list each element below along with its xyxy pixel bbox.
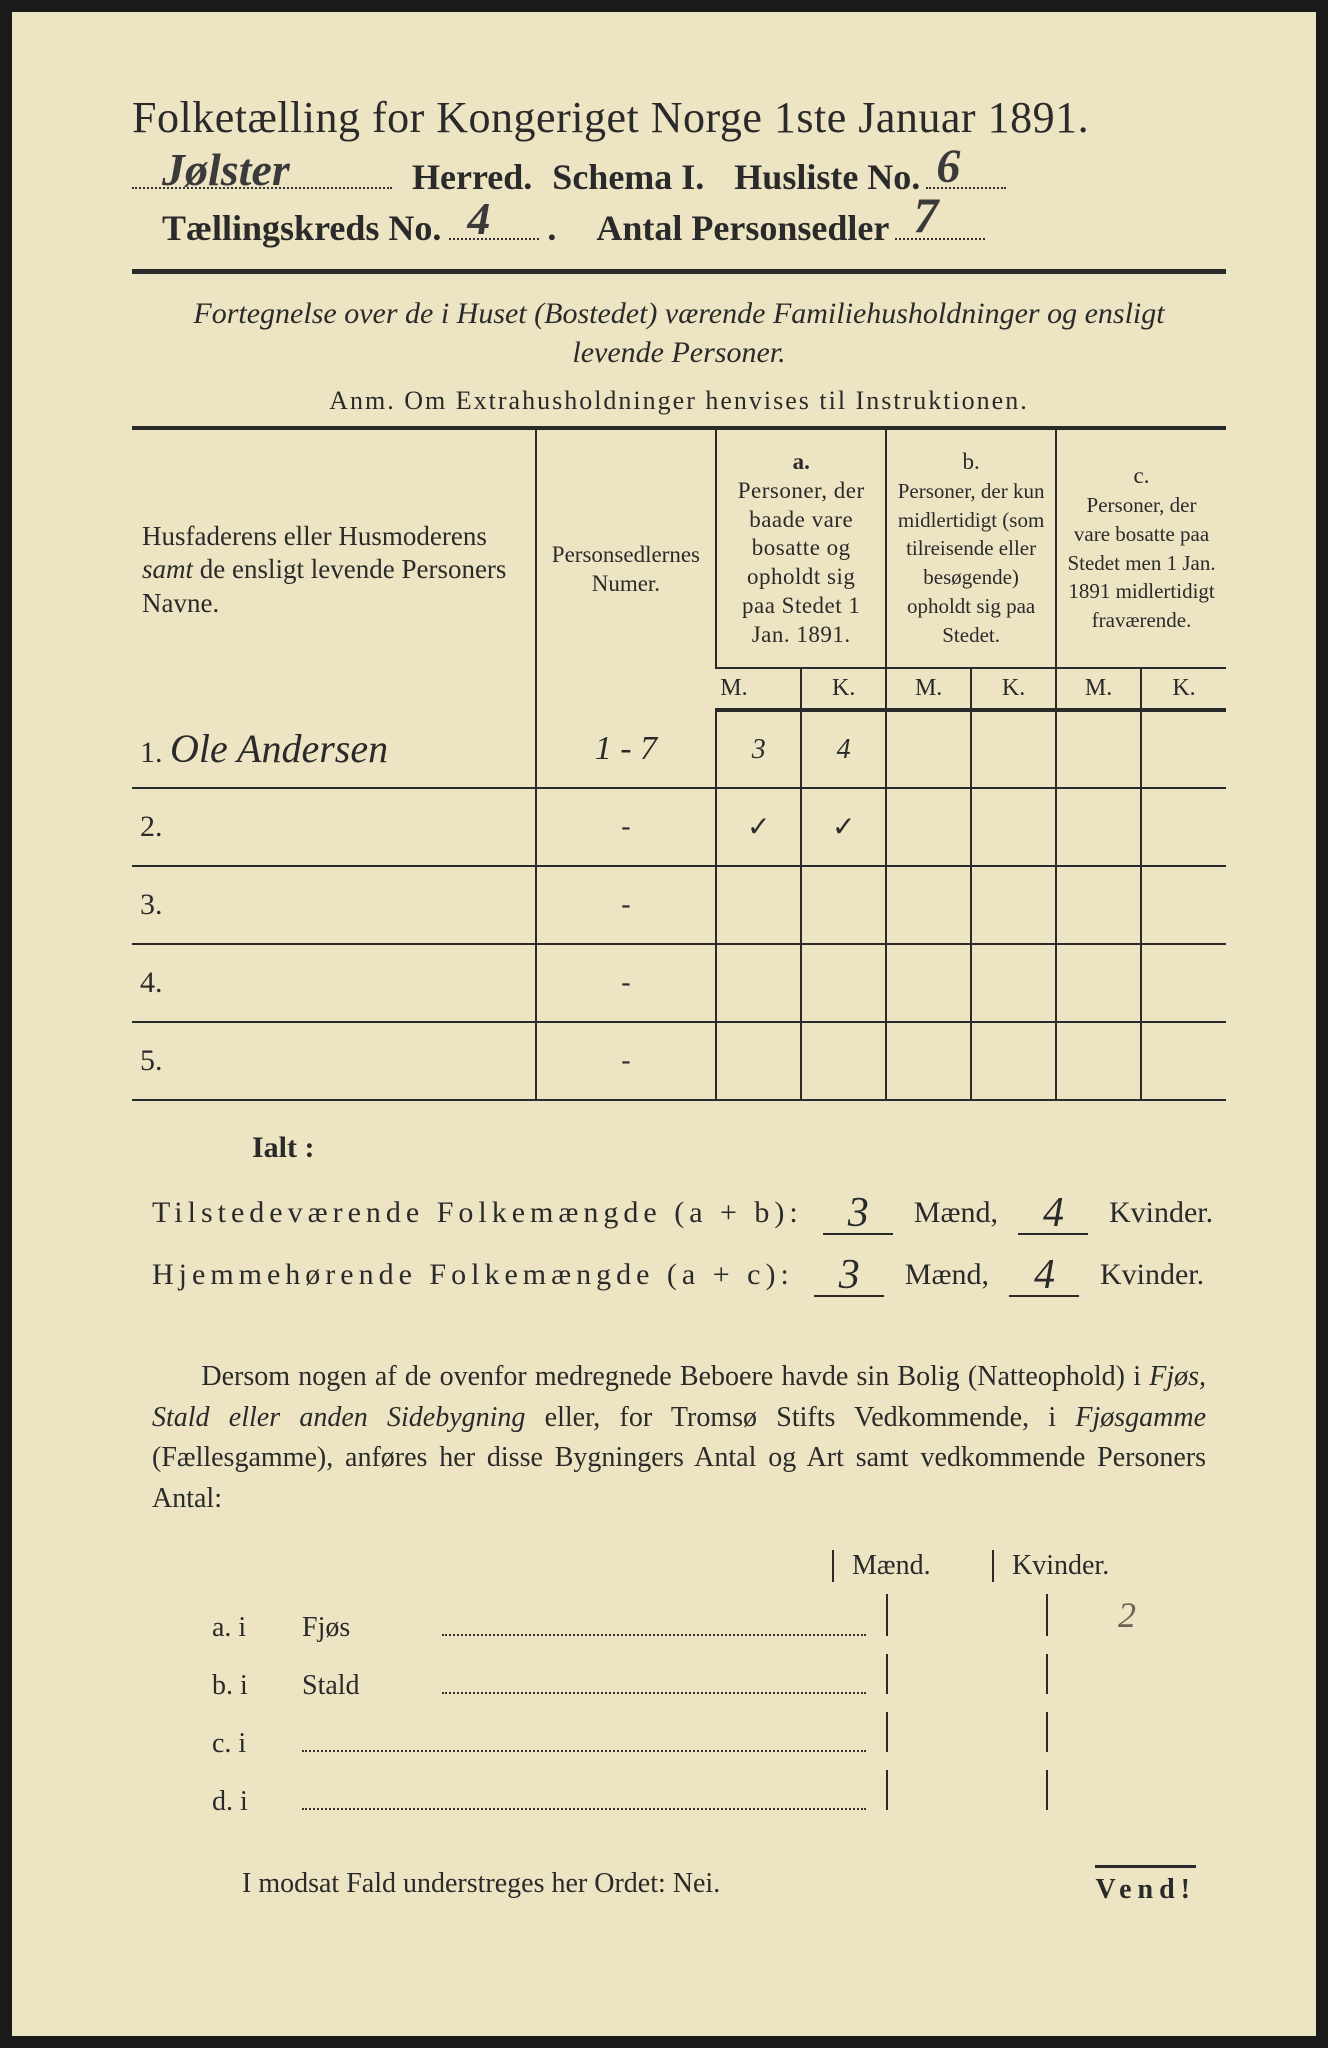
schema-label: Schema I. bbox=[552, 156, 704, 198]
nei-line: I modsat Fald understreges her Ordet: Ne… bbox=[242, 1868, 1226, 1900]
side-building-paragraph: Dersom nogen af de ovenfor medregnede Be… bbox=[152, 1357, 1206, 1519]
side-buildings-table: a. i Fjøs 2 b. i Stald c. i d. i bbox=[212, 1594, 1206, 1818]
side-row: c. i bbox=[212, 1712, 1206, 1760]
side-row: b. i Stald bbox=[212, 1654, 1206, 1702]
herred-value: Jølster bbox=[162, 143, 290, 196]
mk-label: M. bbox=[1056, 668, 1141, 710]
mk-label: M. bbox=[886, 668, 971, 710]
page-title: Folketælling for Kongeriget Norge 1ste J… bbox=[132, 92, 1226, 143]
divider bbox=[132, 269, 1226, 274]
table-row: 2. - ✓ ✓ bbox=[132, 788, 1226, 866]
kreds-label: Tællingskreds No. bbox=[162, 207, 441, 249]
col-name-header: Husfaderens eller Husmoderens samt de en… bbox=[142, 521, 506, 619]
husliste-value: 6 bbox=[936, 139, 960, 194]
census-page: Folketælling for Kongeriget Norge 1ste J… bbox=[0, 0, 1328, 2048]
antal-value: 7 bbox=[913, 186, 938, 244]
mk-label: M. bbox=[716, 668, 801, 710]
col-a-header: a. Personer, der baade vare bosatte og o… bbox=[716, 428, 886, 668]
mk-label: K. bbox=[1141, 668, 1226, 710]
table-row: 5. - bbox=[132, 1022, 1226, 1100]
vend-label: Vend! bbox=[1095, 1865, 1196, 1906]
side-row: d. i bbox=[212, 1770, 1206, 1818]
header-row-1: Jølster Herred. Schema I. Husliste No. 6 bbox=[132, 153, 1226, 198]
table-row: 4. - bbox=[132, 944, 1226, 1022]
antal-label: Antal Personsedler bbox=[596, 207, 889, 249]
table-row: 3. - bbox=[132, 866, 1226, 944]
side-row: a. i Fjøs 2 bbox=[212, 1594, 1206, 1644]
totals-line-1: Tilstedeværende Folkemængde (a + b): 3 M… bbox=[152, 1185, 1226, 1235]
kreds-value: 4 bbox=[467, 192, 490, 245]
husliste-label: Husliste No. bbox=[734, 156, 920, 198]
col-num-header: Personsedlernes Numer. bbox=[536, 428, 717, 710]
person-name: Ole Andersen bbox=[170, 726, 388, 771]
household-table: Husfaderens eller Husmoderens samt de en… bbox=[132, 426, 1226, 1101]
ialt-label: Ialt : bbox=[252, 1131, 1226, 1165]
anm-note: Anm. Om Extrahusholdninger henvises til … bbox=[132, 386, 1226, 416]
totals-line-2: Hjemmehørende Folkemængde (a + c): 3 Mæn… bbox=[152, 1247, 1226, 1297]
col-c-header: c. Personer, der vare bosatte paa Stedet… bbox=[1056, 428, 1226, 668]
side-mk-header: Mænd. Kvinder. bbox=[832, 1550, 1226, 1582]
header-row-2: Tællingskreds No. 4 . Antal Personsedler… bbox=[132, 204, 1226, 249]
mk-label: K. bbox=[801, 668, 886, 710]
table-row: 1. Ole Andersen 1 - 7 3 4 bbox=[132, 710, 1226, 788]
mk-label: K. bbox=[971, 668, 1056, 710]
subtitle: Fortegnelse over de i Huset (Bostedet) v… bbox=[172, 294, 1186, 372]
col-b-header: b. Personer, der kun midlertidigt (som t… bbox=[886, 428, 1056, 668]
